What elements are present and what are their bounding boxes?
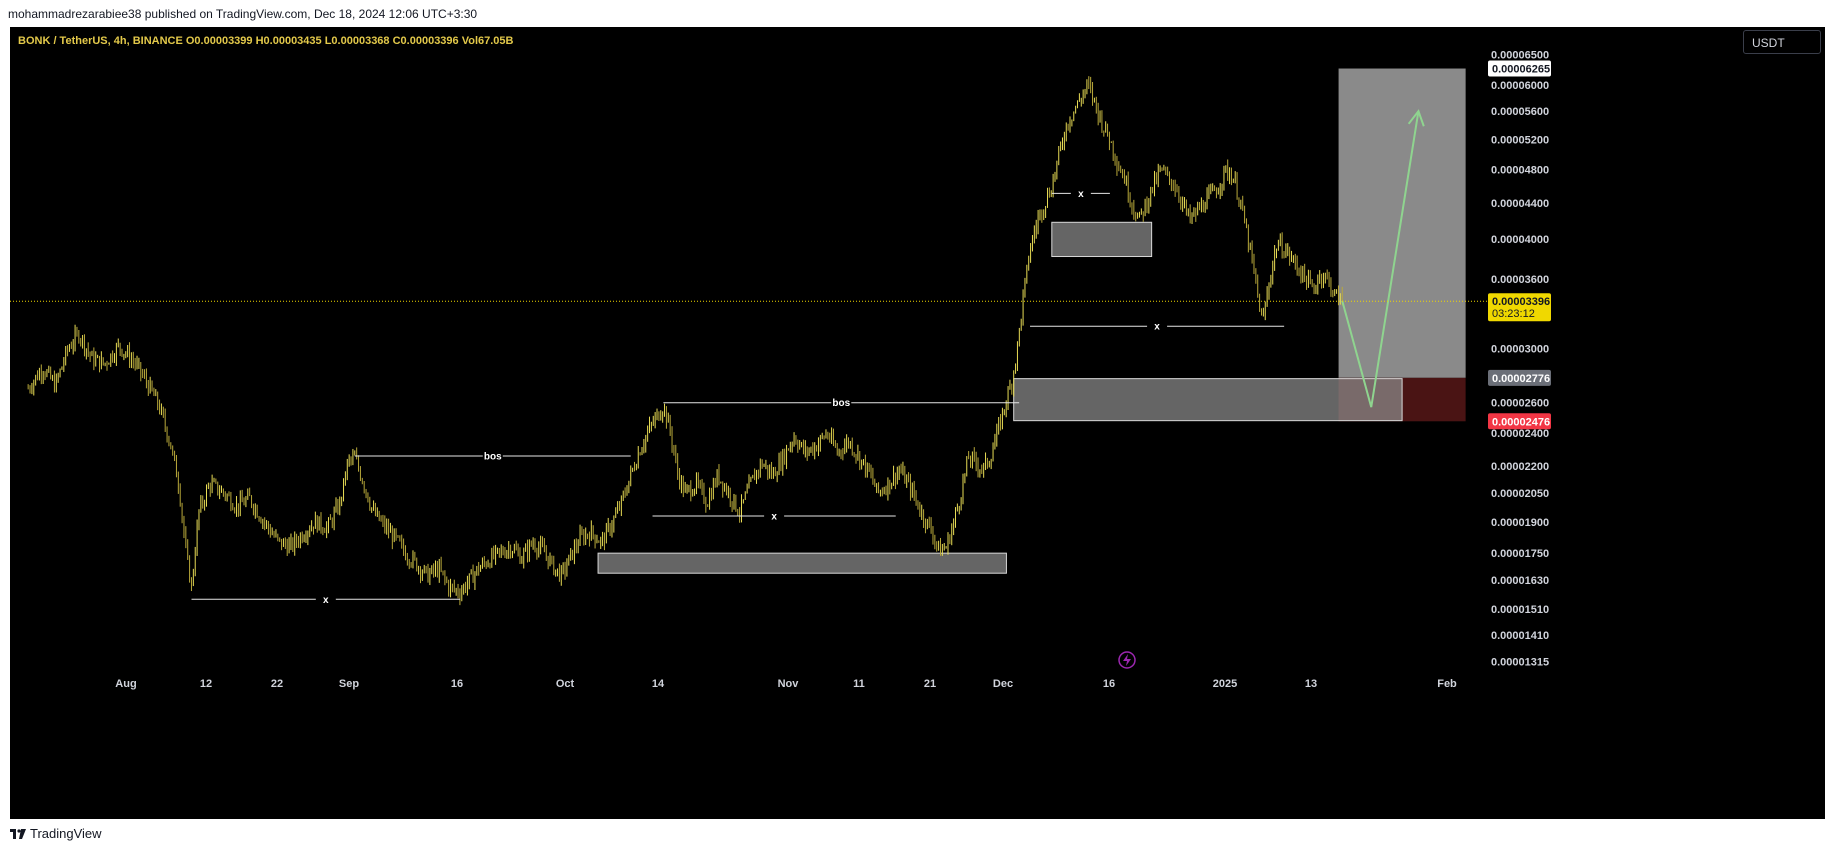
projection-arrowhead (1407, 109, 1425, 127)
y-tick-label: 0.00002050 (1491, 488, 1549, 500)
level-label: bos (832, 398, 850, 409)
level-label: bos (484, 451, 502, 462)
y-tick-label: 0.00002200 (1491, 461, 1549, 473)
x-tick-label: 12 (200, 678, 212, 690)
tradingview-logo-icon (10, 828, 26, 839)
current-price-label: 0.00003396 (1492, 296, 1550, 308)
y-tick-label: 0.00005600 (1491, 106, 1549, 118)
x-tick-label: Nov (778, 678, 800, 690)
lightning-icon-bolt (1123, 654, 1131, 666)
x-tick-label: Aug (115, 678, 136, 690)
demand-zone (597, 552, 1007, 574)
entry-price-label-bg (1488, 369, 1551, 386)
demand-zone (1051, 221, 1153, 258)
x-tick-label: Dec (993, 678, 1013, 690)
demand-zone (1013, 378, 1403, 422)
x-tick-label: Feb (1437, 678, 1457, 690)
level-label: x (1078, 189, 1084, 200)
target-zone (1338, 68, 1466, 378)
level-label-bg (482, 449, 503, 462)
y-tick-label: 0.00003000 (1491, 343, 1549, 355)
level-label-bg (1147, 320, 1168, 333)
publish-info-text: mohammadrezarabiee38 published on Tradin… (8, 7, 478, 21)
y-tick-label: 0.00002400 (1491, 428, 1549, 440)
lightning-icon-ring (1118, 651, 1136, 669)
level-label: x (323, 595, 329, 606)
level-label: x (771, 511, 777, 522)
y-tick-label: 0.00006500 (1491, 50, 1549, 62)
countdown-label: 03:23:12 (1492, 308, 1535, 320)
y-tick-label: 0.00004400 (1491, 198, 1549, 210)
y-tick-label: 0.00004800 (1491, 165, 1549, 177)
x-tick-label: 21 (924, 678, 936, 690)
y-tick-label: 0.00005200 (1491, 134, 1549, 146)
level-label: x (1154, 322, 1160, 333)
y-tick-label: 0.00001750 (1491, 548, 1549, 560)
level-label-bg (1070, 187, 1091, 200)
y-tick-label: 0.00001900 (1491, 517, 1549, 529)
x-tick-label: 2025 (1213, 678, 1237, 690)
level-label-bg (764, 509, 785, 522)
x-tick-label: Oct (556, 678, 575, 690)
y-tick-label: 0.00001510 (1491, 604, 1549, 616)
tradingview-brand: TradingView (30, 826, 102, 841)
x-tick-label: 22 (271, 678, 283, 690)
footer-bar: TradingView (0, 819, 1835, 849)
target-price-label-bg (1488, 60, 1551, 77)
chart-canvas[interactable]: x bos bos x x x 0.00006500 0.00006000 0.0000560… (10, 27, 1825, 819)
y-tick-label: 0.00004000 (1491, 234, 1549, 246)
current-price-label-bg (1488, 293, 1551, 322)
x-tick-label: 14 (652, 678, 665, 690)
lightning-icon[interactable] (1118, 651, 1136, 669)
stop-price-label-bg (1488, 413, 1551, 430)
publish-info-bar: mohammadrezarabiee38 published on Tradin… (0, 0, 1835, 27)
x-tick-label: 16 (1103, 678, 1115, 690)
x-tick-label: 16 (451, 678, 463, 690)
target-price-label: 0.00006265 (1492, 64, 1550, 76)
tradingview-logo[interactable]: TradingView (10, 826, 102, 841)
y-tick-label: 0.00001315 (1491, 657, 1549, 669)
y-tick-label: 0.00006000 (1491, 80, 1549, 92)
symbol-ohlc-info: BONK / TetherUS, 4h, BINANCE O0.00003399… (18, 35, 514, 47)
x-tick-label: 13 (1305, 678, 1317, 690)
level-label-bg (315, 593, 336, 606)
y-tick-label: 0.00002600 (1491, 398, 1549, 410)
entry-price-label: 0.00002776 (1492, 373, 1550, 385)
y-tick-label: 0.00001410 (1491, 630, 1549, 642)
y-tick-label: 0.00003600 (1491, 274, 1549, 286)
x-tick-label: 11 (853, 678, 865, 690)
y-tick-label: 0.00001630 (1491, 575, 1549, 587)
projection-line (1341, 111, 1420, 408)
price-chart[interactable]: x bos bos x x x 0.00006500 0.00006000 0.0000560… (10, 27, 1825, 819)
stop-price-label: 0.00002476 (1492, 416, 1550, 428)
currency-button[interactable]: USDT (1743, 30, 1821, 54)
level-label-bg (831, 396, 852, 409)
x-tick-label: Sep (339, 678, 359, 690)
